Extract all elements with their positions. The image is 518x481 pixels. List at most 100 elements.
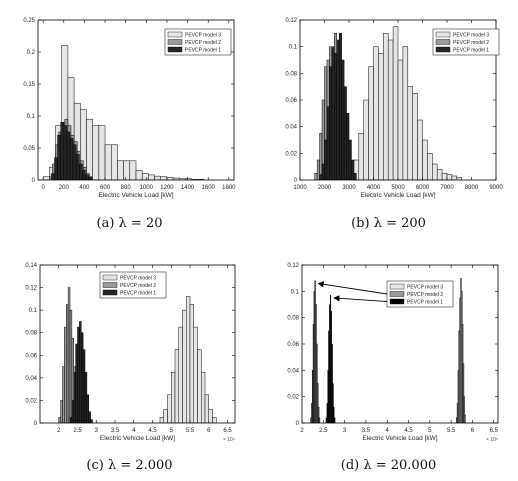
histogram-bar-pevcp-model-3 [417,119,423,180]
histogram-bar-pevcp-model-2 [60,400,63,423]
histogram-bar-pevcp-model-1 [326,106,330,180]
chart-panel-d: 2 2.5 3 3.5 4 4.5 5 5.5 6 6.5 0 0.02 0.04 0.06 0.08 0.1… [287,263,498,443]
histogram-bar-pevcp-model-3 [148,174,155,180]
x-tick-label: 400 [79,185,90,191]
x-tick-label: 3.5 [111,428,120,434]
chart-panel-c: 2 2.5 3 3.5 4 4.5 5 5.5 6 6.5 0 0.02 0.04 0.06 0.08 0.1… [25,263,236,443]
histogram-bar-pevcp-model-3 [186,296,191,423]
histogram-bar-pevcp-model-2 [318,417,321,423]
histogram-bar-pevcp-model-3 [129,160,137,180]
histogram-bar-pevcp-model-3 [432,163,438,180]
y-tick-label: 0.02 [287,395,299,401]
x-axis-label: Electric Vehicle Load [kW] [362,435,437,442]
histogram-bar-pevcp-model-1 [86,394,89,423]
y-tick-label: 0.06 [25,353,37,359]
histogram-bar-pevcp-model-1 [332,383,334,423]
histogram-bar-pevcp-model-1 [85,174,89,180]
histogram-bar-pevcp-model-2 [317,406,320,423]
histogram-bar-pevcp-model-2 [317,383,319,423]
legend-label: PEVCP model 1 [407,300,443,306]
x-tick-label: 3 [343,428,347,434]
histogram-bar-pevcp-model-3 [462,363,465,423]
y-tick-label: 0.08 [25,331,37,337]
histogram-bar-pevcp-model-1 [325,417,327,423]
histogram-bar-pevcp-model-2 [316,159,320,180]
y-tick-label: 0 [296,421,300,427]
histogram-bar-pevcp-model-3 [189,304,194,423]
x-tick-label: 1000 [140,185,154,191]
histogram-bar-pevcp-model-1 [331,343,333,423]
x-tick-label: 0 [41,185,45,191]
legend-label: PEVCP model 2 [185,40,221,46]
histogram-bar-pevcp-model-1 [69,138,74,180]
histogram-bar-pevcp-model-1 [334,53,337,180]
histogram-bar-pevcp-model-3 [402,46,409,180]
legend-label: PEVCP model 3 [185,33,221,39]
legend-swatch [435,46,451,53]
annotation-arrow [333,295,388,302]
x-tick-label: 4 [132,428,136,434]
caption-d: (d) λ = 20.000 [340,458,437,473]
histogram-bar-pevcp-model-2 [62,366,65,423]
histogram-bar-pevcp-model-1 [331,46,335,180]
histogram-bar-pevcp-model-3 [160,176,168,180]
x-axis-label: Electric Vehicle Load [kW] [360,192,435,199]
y-tick-label: 0 [294,178,298,184]
histogram-bar-pevcp-model-1 [77,326,80,423]
histogram-bar-pevcp-model-3 [378,53,384,180]
histogram-bar-pevcp-model-3 [104,144,112,180]
histogram-bar-pevcp-model-3 [135,170,143,180]
x-axis-multiplier: × 10⁵ [486,437,498,443]
x-tick-label: 1800 [222,185,236,191]
x-tick-label: 8000 [465,185,479,191]
y-tick-label: 0.04 [25,376,37,382]
histogram-bar-pevcp-model-1 [327,370,329,423]
x-tick-label: 4.5 [404,428,413,434]
legend-swatch [102,282,118,288]
plot-frame [37,19,235,181]
histogram-bar-pevcp-model-1 [81,332,84,423]
x-tick-label: 4000 [367,185,381,191]
x-tick-label: 2.5 [73,428,82,434]
legend-swatch [435,39,451,45]
bars-group [314,26,462,180]
histogram-bar-pevcp-model-2 [66,304,69,423]
histogram-bar-pevcp-model-3 [86,118,93,180]
y-tick-label: 0.08 [287,316,299,322]
legend-label: PEVCP model 1 [185,48,221,54]
x-tick-label: 5.5 [186,428,195,434]
y-tick-label: 0.02 [25,398,37,404]
y-tick-label: 0 [32,178,36,184]
histogram-bar-pevcp-model-1 [333,407,335,423]
y-tick-label: 0.1 [29,308,38,314]
x-tick-label: 6000 [416,185,430,191]
histogram-bar-pevcp-model-3 [373,46,379,180]
chart-panel-b: 1000 2000 3000 4000 5000 6000 7000 8000 9000 0 0.0… [285,18,503,199]
histogram-bar-pevcp-model-3 [92,125,100,180]
histogram-bar-pevcp-model-1 [82,170,86,180]
histogram-bar-pevcp-model-3 [204,394,209,423]
x-tick-label: 1000 [293,185,307,191]
histogram-bar-pevcp-model-1 [319,174,323,180]
histogram-bar-pevcp-model-1 [88,411,91,423]
chart-panel-a: 0 200 400 600 800 1000 1200 1400 1600 1800 0 0.05 0.… [23,18,236,199]
histogram-bar-pevcp-model-1 [338,33,342,180]
histogram-bar-pevcp-model-3 [363,99,369,180]
y-tick-label: 0 [34,421,38,427]
caption-b: (b) λ = 200 [351,216,426,231]
histogram-bar-pevcp-model-1 [90,419,93,423]
histogram-bar-pevcp-model-1 [88,177,92,180]
histogram-bar-pevcp-model-1 [57,134,61,180]
y-tick-label: 0.14 [25,263,37,269]
legend-label: PEVCP model 2 [407,292,443,298]
y-tick-label: 0.12 [25,286,37,292]
y-tick-label: 0.25 [23,18,35,24]
histogram-bar-pevcp-model-1 [321,163,325,180]
histogram-bar-pevcp-model-3 [171,371,176,423]
x-tick-label: 3000 [342,185,356,191]
